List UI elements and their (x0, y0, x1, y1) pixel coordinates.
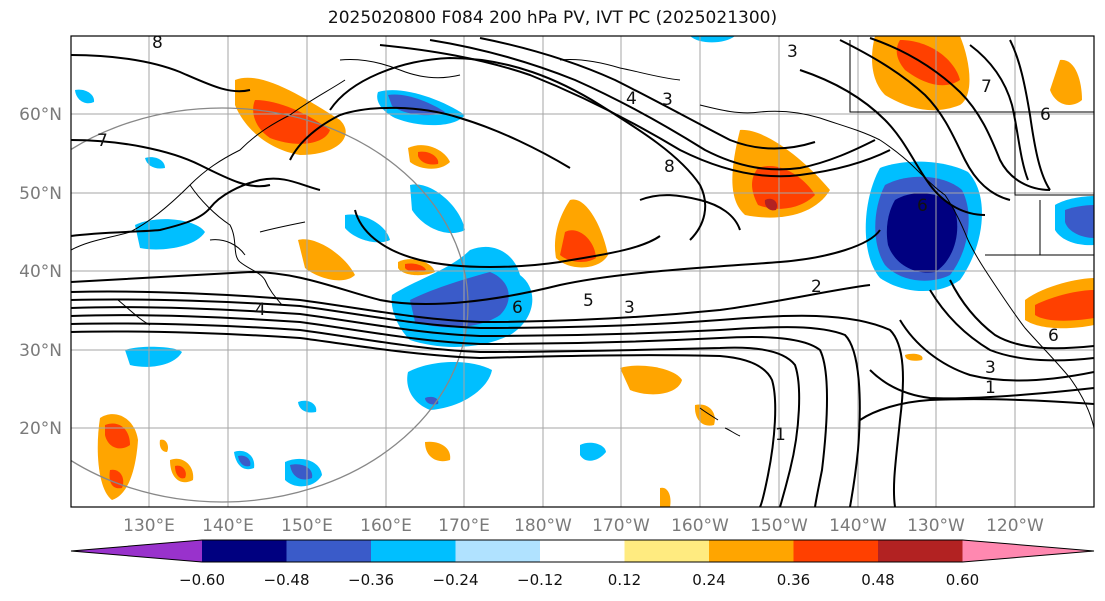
contour-label: 3 (624, 298, 635, 318)
lon-label: 120°W (986, 516, 1044, 536)
pv-positive-peak (764, 198, 778, 211)
pv-positive-core (1035, 290, 1094, 321)
colorbar: −0.60 −0.48 −0.36 −0.24 −0.12 0.12 0.24 … (70, 539, 1095, 589)
pv-positive-patch (1050, 59, 1082, 105)
lon-label: 180°W (514, 516, 572, 536)
pv-positive-core (105, 423, 130, 449)
pv-negative-patch (580, 442, 606, 461)
colorbar-tick-label: −0.36 (348, 571, 394, 589)
lon-label: 130°W (907, 516, 965, 536)
contour-label-group: 7 8 3 4 3 8 6 5 3 2 4 6 3 1 1 7 6 6 (97, 33, 1059, 445)
colorbar-tick-label: −0.12 (517, 571, 563, 589)
colorbar-cell (878, 540, 963, 562)
ivt-contours (71, 37, 1094, 507)
lon-label: 160°W (671, 516, 729, 536)
pv-positive-patch (620, 365, 682, 395)
contour-label: 5 (583, 291, 594, 311)
colorbar-cell (286, 540, 371, 562)
lon-label: 160°E (360, 516, 412, 536)
lon-label: 170°W (592, 516, 650, 536)
lon-label: 170°E (438, 516, 490, 536)
colorbar-tick-label: −0.24 (433, 571, 479, 589)
contour-label: 8 (664, 157, 675, 177)
colorbar-tick-label: −0.48 (264, 571, 310, 589)
contour-label: 6 (1048, 326, 1059, 346)
pv-negative-core (238, 455, 251, 467)
contour-label: 3 (662, 90, 673, 110)
contour-label: 7 (981, 77, 992, 97)
colorbar-cell (540, 540, 625, 562)
colorbar-outline (70, 539, 1095, 563)
colorbar-cell (962, 540, 1094, 562)
reference-circle (71, 107, 469, 503)
colorbar-cell (455, 540, 540, 562)
colorbar-cell (793, 540, 878, 562)
contour-label: 6 (512, 298, 523, 318)
pv-fill-layer (75, 36, 1094, 507)
pv-negative-patch (125, 346, 182, 367)
pv-positive-patch (298, 239, 355, 281)
contour-label: 7 (97, 131, 108, 151)
pv-negative-patch (75, 89, 95, 104)
contour-label: 1 (775, 425, 786, 445)
lon-label: 150°W (750, 516, 808, 536)
pv-positive-core (405, 263, 426, 272)
contour-label: 2 (811, 277, 822, 297)
pv-positive-core (560, 230, 596, 262)
latitude-labels: 60°N 50°N 40°N 30°N 20°N (19, 105, 62, 439)
map-frame (70, 35, 1095, 508)
contour-label: 3 (787, 42, 798, 62)
lon-label: 140°E (202, 516, 254, 536)
pv-negative-patch (345, 214, 390, 243)
pv-negative-patch (690, 36, 735, 43)
contour-label: 4 (626, 89, 637, 109)
pv-positive-core (418, 151, 439, 165)
lon-label: 140°W (829, 516, 887, 536)
pv-negative-peak (886, 193, 958, 273)
pv-positive-patch (159, 439, 169, 452)
contour-label: 4 (255, 300, 266, 320)
pv-negative-patch (145, 157, 165, 169)
lon-label: 130°E (123, 516, 175, 536)
lat-label: 50°N (19, 184, 62, 204)
pv-negative-patch (410, 184, 465, 234)
colorbar-tick-label: 0.24 (692, 571, 725, 589)
pv-negative-core (1065, 205, 1094, 238)
lat-label: 20°N (19, 419, 62, 439)
pv-positive-patch (660, 487, 671, 507)
lat-label: 60°N (19, 105, 62, 125)
contour-label: 1 (985, 378, 996, 398)
lon-label: 150°E (281, 516, 333, 536)
lat-label: 30°N (19, 341, 62, 361)
coastlines (71, 40, 1094, 437)
pv-negative-core (410, 272, 509, 328)
pv-positive-patch (905, 353, 923, 361)
pv-positive-core (175, 465, 186, 479)
map-title: 2025020800 F084 200 hPa PV, IVT PC (2025… (327, 8, 778, 28)
colorbar-cell (202, 540, 287, 562)
colorbar-tick-label: 0.36 (777, 571, 810, 589)
contour-label: 6 (917, 196, 928, 216)
colorbar-cell (709, 540, 794, 562)
contour-label: 3 (985, 358, 996, 378)
colorbar-tick-label: 0.48 (861, 571, 894, 589)
colorbar-cell (371, 540, 456, 562)
pv-negative-patch (135, 219, 205, 250)
pv-positive-core (896, 40, 960, 86)
colorbar-cell (624, 540, 709, 562)
longitude-labels: 130°E 140°E 150°E 160°E 170°E 180°W 170°… (123, 516, 1044, 536)
pv-positive-patch (425, 441, 451, 462)
colorbar-cell (71, 540, 202, 562)
lat-label: 40°N (19, 262, 62, 282)
colorbar-tick-label: 0.60 (946, 571, 979, 589)
contour-label: 8 (152, 33, 163, 53)
colorbar-tick-label: −0.60 (179, 571, 225, 589)
contour-label: 6 (1040, 105, 1051, 125)
colorbar-tick-label: 0.12 (608, 571, 641, 589)
